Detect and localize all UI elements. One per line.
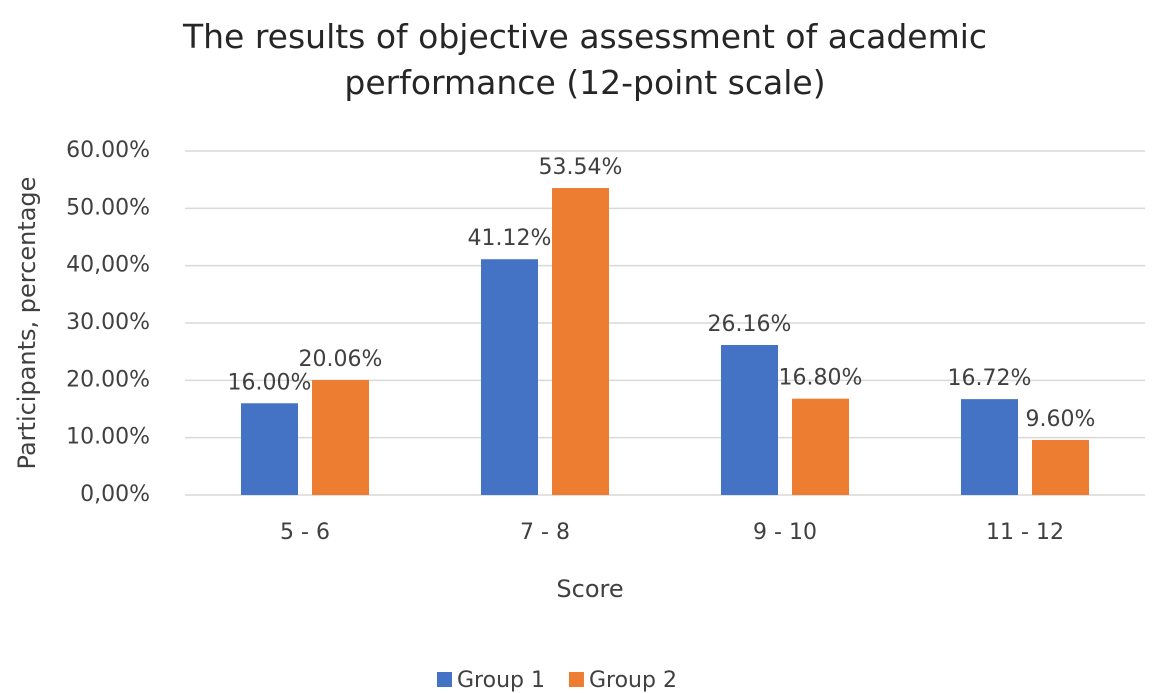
x-tick-label: 11 - 12 bbox=[986, 520, 1064, 545]
y-tick-label: 30.00% bbox=[66, 310, 150, 335]
y-tick-label: 20.00% bbox=[66, 367, 150, 392]
x-tick-label: 9 - 10 bbox=[753, 520, 817, 545]
y-tick-label: 60.00% bbox=[66, 138, 150, 163]
y-axis-title: Participants, percentage bbox=[13, 177, 41, 470]
data-label: 16.00% bbox=[228, 370, 312, 395]
data-label: 16.80% bbox=[779, 366, 863, 391]
bar bbox=[792, 398, 849, 495]
bar bbox=[481, 259, 538, 495]
chart-title: The results of objective assessment of a… bbox=[182, 17, 988, 102]
data-label: 26.16% bbox=[708, 312, 792, 337]
x-tick-label: 7 - 8 bbox=[520, 520, 570, 545]
legend-label: Group 1 bbox=[457, 668, 545, 693]
data-label: 20.06% bbox=[299, 347, 383, 372]
y-tick-label: 40,00% bbox=[66, 253, 150, 278]
bar bbox=[721, 345, 778, 495]
bar bbox=[1032, 439, 1089, 495]
bar bbox=[961, 399, 1018, 495]
bar bbox=[552, 188, 609, 495]
bar bbox=[241, 403, 298, 495]
data-label: 41.12% bbox=[468, 226, 552, 251]
data-label: 16.72% bbox=[948, 366, 1032, 391]
data-label: 53.54% bbox=[539, 155, 623, 180]
legend-swatch bbox=[437, 672, 452, 687]
y-tick-label: 10.00% bbox=[66, 425, 150, 450]
data-label: 9.60% bbox=[1026, 407, 1096, 432]
legend-label: Group 2 bbox=[589, 668, 677, 693]
y-tick-label: 50.00% bbox=[66, 195, 150, 220]
bar bbox=[312, 379, 369, 495]
x-axis-title: Score bbox=[556, 575, 623, 603]
x-tick-label: 5 - 6 bbox=[280, 520, 330, 545]
y-tick-label: 0,00% bbox=[80, 482, 150, 507]
legend-swatch bbox=[568, 672, 584, 687]
